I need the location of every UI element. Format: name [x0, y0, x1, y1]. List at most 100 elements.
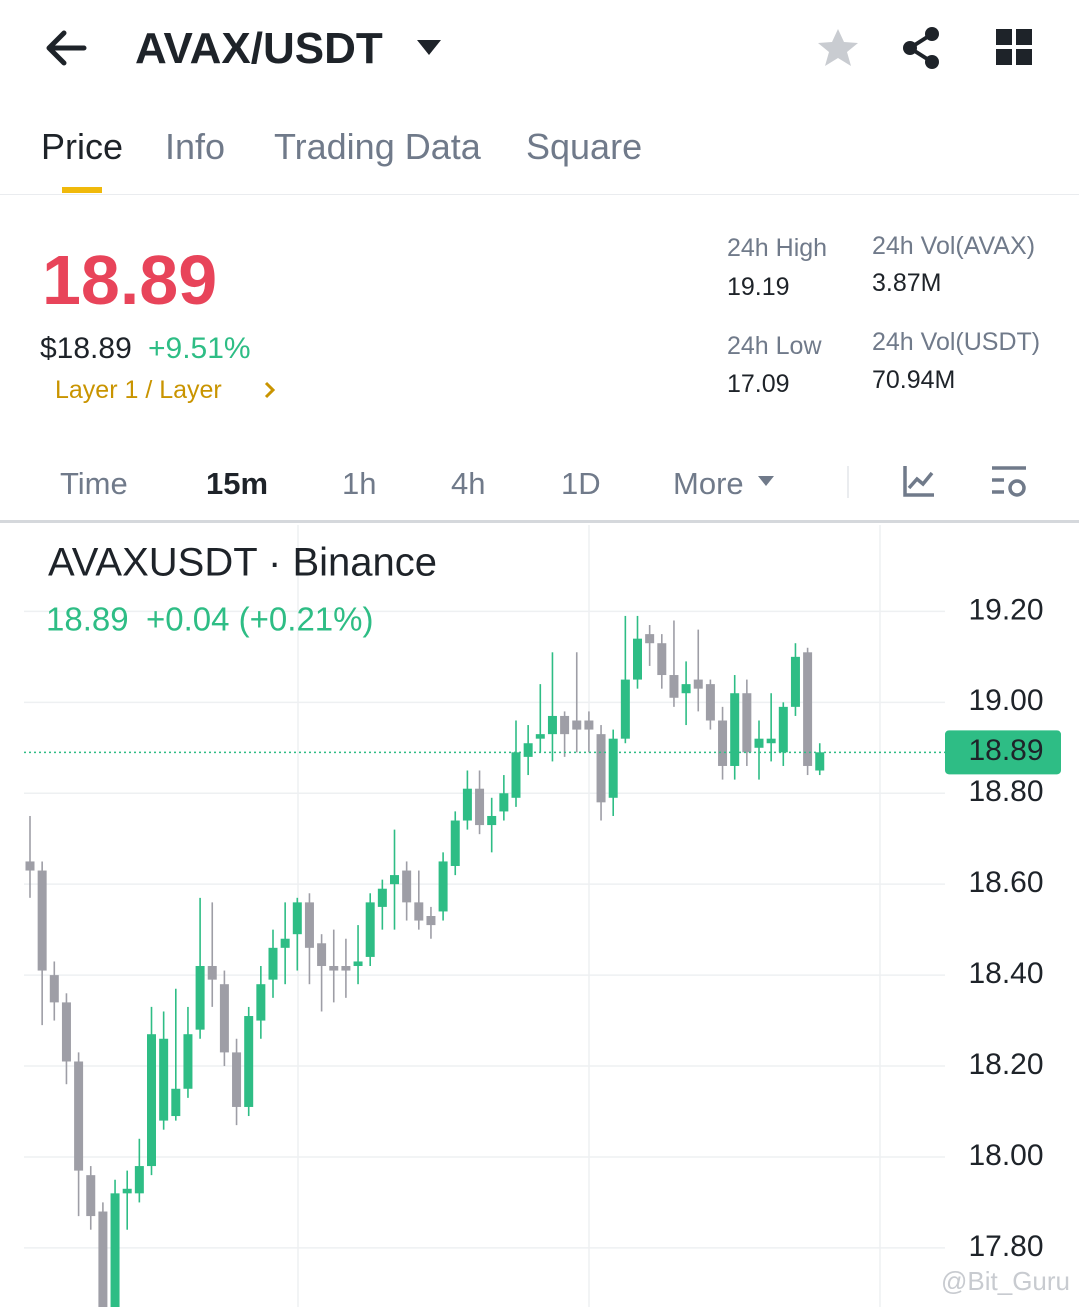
tab[interactable]: Square	[526, 126, 643, 167]
share-icon[interactable]	[900, 26, 944, 70]
more-dropdown[interactable]	[757, 474, 775, 488]
overlay: 17.80 18.00 18.20 18.40 18.60 18.80 19.00 19.20…	[24, 593, 1061, 1263]
candle-body	[778, 706, 788, 753]
candle-body	[669, 675, 679, 698]
stat-value: 19.19	[727, 273, 790, 301]
candle-body	[122, 1188, 132, 1194]
candle-body	[475, 788, 485, 826]
candle-body	[681, 684, 691, 694]
interval[interactable]: Time	[60, 466, 128, 501]
candle-body	[766, 738, 776, 744]
candle-body	[317, 943, 327, 967]
candle-body	[183, 1034, 193, 1089]
divider	[0, 520, 1079, 523]
category-tag[interactable]: Layer 1 / Layer	[55, 376, 222, 404]
candle-body	[377, 888, 387, 907]
stat-value: 70.94M	[872, 366, 956, 394]
legend-change: +0.04 (+0.21%)	[146, 601, 374, 638]
candle-body	[256, 984, 266, 1021]
divider	[0, 194, 1079, 195]
candle-body	[718, 720, 728, 766]
stat-value: 17.09	[727, 370, 790, 398]
candle-body	[414, 902, 424, 921]
candle-body	[74, 1061, 84, 1171]
candle-body	[365, 902, 375, 957]
tab[interactable]: Price	[41, 126, 124, 167]
candle-body	[693, 679, 703, 689]
watermark: @Bit_Guru	[941, 1266, 1070, 1296]
candle-body	[754, 738, 764, 748]
indicator-icon[interactable]	[902, 464, 936, 498]
interval[interactable]: More	[673, 466, 744, 501]
settings-icon[interactable]	[990, 464, 1030, 502]
candle-body	[572, 720, 582, 730]
candle-body	[329, 966, 339, 971]
candle-body	[341, 966, 351, 971]
candle-body	[645, 634, 655, 644]
candle-body	[268, 947, 278, 980]
separator	[847, 466, 849, 498]
candle-body	[487, 815, 497, 826]
interval[interactable]: 4h	[451, 466, 486, 501]
back-icon[interactable]	[44, 28, 88, 68]
y-tick-label: 17.80	[968, 1230, 1043, 1263]
candle-body	[426, 916, 436, 926]
interval[interactable]: 15m	[206, 466, 269, 501]
candle-body	[219, 984, 229, 1053]
candle-body	[790, 656, 800, 707]
stat-label: 24h High	[727, 234, 828, 262]
candle-body	[730, 693, 740, 766]
stat-label: 24h Vol(AVAX)	[872, 232, 1036, 260]
interval[interactable]: 1h	[342, 466, 377, 501]
candle-body	[110, 1193, 120, 1307]
candle-body	[280, 938, 290, 948]
candle-body	[147, 1034, 156, 1167]
pair-title[interactable]: AVAX/USDT	[135, 24, 383, 73]
tab-indicator	[62, 187, 102, 193]
candle-body	[49, 975, 59, 1003]
candle-body	[98, 1211, 108, 1307]
y-tick-label: 18.80	[968, 775, 1043, 808]
candle-body	[815, 752, 825, 771]
candle-body	[608, 738, 618, 798]
grid-icon[interactable]	[996, 29, 1034, 67]
candle-body	[37, 870, 47, 971]
vertical-grid	[297, 525, 881, 1307]
last-price: 18.89	[42, 241, 218, 319]
y-tick-label: 18.20	[968, 1048, 1043, 1081]
favorite-icon[interactable]	[816, 26, 860, 70]
candle-body	[25, 861, 35, 871]
candle-body	[620, 679, 630, 739]
candle-body	[134, 1166, 144, 1194]
usd-price: $18.89	[40, 332, 132, 365]
last-price-label: 18.89	[968, 734, 1043, 767]
stat-label: 24h Vol(USDT)	[872, 328, 1041, 356]
candle-body	[304, 902, 314, 948]
horizontal-grid	[24, 610, 945, 1249]
candle-body	[584, 720, 594, 730]
candle-body	[742, 693, 752, 753]
interval[interactable]: 1D	[561, 466, 601, 501]
tag-arrow[interactable]	[262, 380, 278, 400]
tab[interactable]: Trading Data	[274, 126, 481, 167]
candle-body	[462, 788, 472, 821]
candle-body	[523, 743, 533, 757]
candle-body	[353, 961, 363, 967]
y-tick-label: 18.00	[968, 1139, 1043, 1172]
candle-body	[596, 734, 606, 803]
candle-body	[232, 1052, 242, 1107]
stat-value: 3.87M	[872, 269, 942, 297]
pair-dropdown[interactable]	[416, 38, 442, 58]
candle-body	[657, 643, 667, 676]
candle-body	[633, 638, 642, 680]
candle-body	[511, 752, 521, 798]
y-tick-label: 19.00	[968, 684, 1043, 717]
tab[interactable]: Info	[165, 126, 226, 167]
candle-body	[535, 734, 545, 739]
candle-body	[171, 1088, 181, 1117]
candle-body	[195, 966, 205, 1030]
candle-body	[86, 1175, 96, 1217]
y-tick-label: 18.60	[968, 866, 1043, 899]
candle-body	[390, 875, 399, 885]
